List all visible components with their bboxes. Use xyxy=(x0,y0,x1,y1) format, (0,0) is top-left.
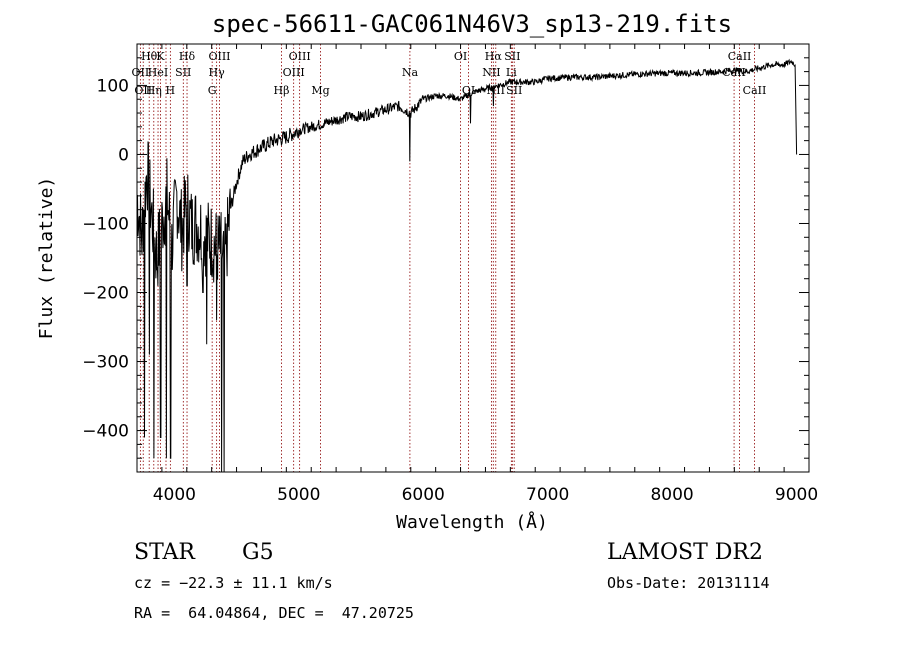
redshift-velocity: cz = −22.3 ± 11.1 km/s xyxy=(134,574,333,592)
spectral-line-label: H xyxy=(166,84,176,97)
spectral-line-label: OI xyxy=(454,50,467,63)
sky-coordinates: RA = 64.04864, DEC = 47.20725 xyxy=(134,604,414,622)
spectral-line-label: OII xyxy=(134,84,152,97)
y-axis-ticks: −400 −300 −200 −100 0 100 xyxy=(82,43,809,473)
spectral-line-label: SII xyxy=(504,50,520,63)
x-tick-label: 8000 xyxy=(650,485,693,505)
spectral-line-label: Mg xyxy=(311,84,329,97)
spectral-line-label: OIII xyxy=(208,50,230,63)
spectral-line-markers xyxy=(139,44,755,472)
spectral-line-label: Hβ xyxy=(274,84,290,97)
x-axis-label: Wavelength (Å) xyxy=(396,511,548,533)
spectral-line-label: Hη xyxy=(146,84,162,97)
x-tick-label: 4000 xyxy=(153,485,196,505)
spectral-line-label: K xyxy=(156,50,165,63)
object-class: STAR xyxy=(134,540,195,565)
spectral-line-labels: OII OII Hθ Hη HeI K H SII Hδ G Hγ OIII Hβ OIII OIII Mg N… xyxy=(132,50,767,97)
x-tick-label: 9000 xyxy=(775,485,818,505)
y-tick-label: 0 xyxy=(118,145,129,165)
y-tick-label: −200 xyxy=(82,284,129,304)
spectrum-series xyxy=(136,58,798,473)
spectral-line-label: Na xyxy=(402,66,419,79)
y-tick-label: 100 xyxy=(97,76,129,96)
y-tick-label: −400 xyxy=(82,422,129,442)
spectrum-line xyxy=(136,58,798,473)
spectral-line-label: Hα xyxy=(485,50,503,63)
spectral-line-label: Li xyxy=(506,66,517,79)
spectral-line-label: CaII xyxy=(728,50,752,63)
plot-frame xyxy=(136,43,810,473)
spectral-line-label: NII xyxy=(482,66,500,79)
x-axis-ticks: 4000 5000 6000 7000 8000 9000 xyxy=(136,44,818,505)
spectrum-chart: spec-56611-GAC061N46V3_sp13-219.fits OII… xyxy=(36,10,818,533)
object-subclass: G5 xyxy=(242,540,274,565)
y-tick-label: −300 xyxy=(82,353,129,373)
survey-name: LAMOST DR2 xyxy=(607,540,763,565)
chart-title: spec-56611-GAC061N46V3_sp13-219.fits xyxy=(212,10,732,38)
y-axis-label: Flux (relative) xyxy=(36,177,57,340)
spectral-line-label: Hδ xyxy=(179,50,196,63)
spectral-line-label: OIII xyxy=(289,50,311,63)
observation-date: Obs-Date: 20131114 xyxy=(607,574,770,592)
x-tick-label: 7000 xyxy=(526,485,569,505)
spectral-line-label: CaII xyxy=(743,84,767,97)
x-tick-label: 5000 xyxy=(277,485,320,505)
x-tick-label: 6000 xyxy=(402,485,445,505)
spectral-line-label: OII xyxy=(132,66,150,79)
spectral-line-label: OIII xyxy=(283,66,305,79)
spectral-line-label: Hθ xyxy=(141,50,158,63)
spectral-line-label: SII xyxy=(506,84,522,97)
spectral-line-label: G xyxy=(208,84,217,97)
spectral-line-label: Hγ xyxy=(209,66,226,79)
spectral-line-label: HeI xyxy=(148,66,168,79)
y-tick-label: −100 xyxy=(82,214,129,234)
spectral-line-label: SII xyxy=(175,66,191,79)
